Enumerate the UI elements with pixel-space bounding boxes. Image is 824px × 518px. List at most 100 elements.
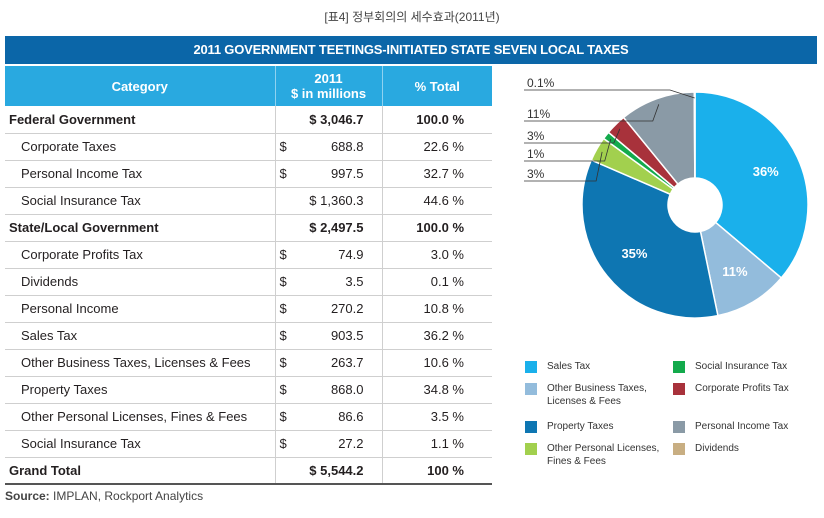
row-percent: 3.0 % xyxy=(382,241,492,269)
row-percent: 3.5 % xyxy=(382,403,492,431)
table-row: Other Business Taxes, Licenses & Fees $26… xyxy=(5,349,492,377)
callout-line xyxy=(524,151,603,182)
figure-caption: [표4] 정부회의의 세수효과(2011년) xyxy=(324,10,500,24)
table-row: Corporate Taxes $688.8 22.6 % xyxy=(5,133,492,161)
header-amount-unit: $ in millions xyxy=(290,86,367,101)
row-amount-value: 688.8 xyxy=(330,139,364,154)
row-category: Property Taxes xyxy=(5,376,276,404)
row-amount-value: 270.2 xyxy=(330,301,364,316)
legend-label: Corporate Profits Tax xyxy=(695,383,789,394)
row-category: State/Local Government xyxy=(5,214,276,242)
row-percent: 10.8 % xyxy=(382,295,492,323)
row-category: Other Business Taxes, Licenses & Fees xyxy=(5,349,276,377)
table-row: Other Personal Licenses, Fines & Fees $86… xyxy=(5,403,492,431)
legend-label: Social Insurance Tax xyxy=(695,361,788,372)
row-dollar-sign: $ xyxy=(279,328,287,343)
legend-swatch xyxy=(673,421,685,433)
table-row: Personal Income $270.2 10.8 % xyxy=(5,295,492,323)
row-amount-value: 3.5 xyxy=(345,274,364,289)
callout-line xyxy=(524,128,621,144)
source-label: Source: xyxy=(5,489,50,503)
row-amount-value: $ 3,046.7 xyxy=(309,111,364,127)
callout-label: 3% xyxy=(527,129,545,143)
legend-label: Other Personal Licenses, Fines & Fees xyxy=(547,443,660,467)
legend-label: Property Taxes xyxy=(547,421,614,432)
row-category: Federal Government xyxy=(5,106,276,134)
row-percent: 32.7 % xyxy=(382,160,492,188)
row-amount: $ 2,497.5 xyxy=(275,214,383,242)
callout-line xyxy=(524,138,612,162)
row-amount-value: 74.9 xyxy=(338,247,364,262)
row-amount: $ 5,544.2 xyxy=(275,457,383,485)
row-category: Corporate Profits Tax xyxy=(5,241,276,269)
callout-label: 11% xyxy=(527,107,550,121)
row-dollar-sign: $ xyxy=(279,166,287,181)
slice-label: 11% xyxy=(722,264,748,279)
row-amount: $86.6 xyxy=(275,403,383,431)
row-category: Other Personal Licenses, Fines & Fees xyxy=(5,403,276,431)
table-row: Corporate Profits Tax $74.9 3.0 % xyxy=(5,241,492,269)
row-amount-value: 263.7 xyxy=(330,355,364,370)
row-category: Grand Total xyxy=(5,457,276,485)
row-dollar-sign: $ xyxy=(279,436,287,451)
row-amount-value: 27.2 xyxy=(338,436,364,451)
legend-swatch xyxy=(673,443,685,455)
row-percent: 10.6 % xyxy=(382,349,492,377)
header-category: Category xyxy=(5,66,276,106)
pie-slice xyxy=(581,159,719,319)
legend-swatch xyxy=(525,361,537,373)
row-dollar-sign: $ xyxy=(279,139,287,154)
row-percent: 36.2 % xyxy=(382,322,492,350)
row-amount: $ 3,046.7 xyxy=(275,106,383,134)
row-amount: $270.2 xyxy=(275,295,383,323)
row-category: Corporate Taxes xyxy=(5,133,276,161)
legend-label: Dividends xyxy=(695,443,739,454)
row-amount: $868.0 xyxy=(275,376,383,404)
row-amount: $263.7 xyxy=(275,349,383,377)
row-amount-value: 903.5 xyxy=(330,328,364,343)
row-category: Personal Income xyxy=(5,295,276,323)
source-note: Source: IMPLAN, Rockport Analytics xyxy=(5,489,203,503)
row-percent: 1.1 % xyxy=(382,430,492,458)
row-amount: $997.5 xyxy=(275,160,383,188)
header-amount-year: 2011 xyxy=(314,71,343,86)
row-amount-value: $ 2,497.5 xyxy=(309,220,364,235)
row-dollar-sign: $ xyxy=(279,409,287,424)
row-category: Social Insurance Tax xyxy=(5,430,276,458)
pie-slice xyxy=(693,91,696,179)
callout-line xyxy=(524,104,660,122)
row-dollar-sign: $ xyxy=(279,355,287,370)
row-percent: 100.0 % xyxy=(382,106,492,134)
header-pct: % Total xyxy=(382,66,492,106)
row-amount: $27.2 xyxy=(275,430,383,458)
source-text: IMPLAN, Rockport Analytics xyxy=(49,489,204,503)
row-amount-value: $ 5,544.2 xyxy=(309,462,364,478)
row-amount: $74.9 xyxy=(275,241,383,269)
table-row: State/Local Government $ 2,497.5 100.0 % xyxy=(5,214,492,242)
legend-label: Other Business Taxes, Licenses & Fees xyxy=(547,383,647,407)
row-amount-value: 868.0 xyxy=(330,382,364,397)
row-percent: 34.8 % xyxy=(382,376,492,404)
row-percent: 0.1 % xyxy=(382,268,492,296)
row-dollar-sign: $ xyxy=(279,247,287,262)
callout-label: 1% xyxy=(527,147,545,161)
row-category: Personal Income Tax xyxy=(5,160,276,188)
legend-label: Sales Tax xyxy=(547,361,591,372)
legend-swatch xyxy=(525,383,537,395)
legend-swatch xyxy=(525,443,537,455)
row-percent: 100.0 % xyxy=(382,214,492,242)
row-amount-value: 997.5 xyxy=(330,166,364,181)
table-row: Grand Total $ 5,544.2 100 % xyxy=(5,457,492,485)
legend-swatch xyxy=(673,383,685,395)
row-percent: 22.6 % xyxy=(382,133,492,161)
slice-label: 36% xyxy=(753,164,779,179)
table-row: Property Taxes $868.0 34.8 % xyxy=(5,376,492,404)
pie-slice xyxy=(694,91,809,279)
row-category: Social Insurance Tax xyxy=(5,187,276,215)
callout-label: 0.1% xyxy=(527,76,555,90)
legend-swatch xyxy=(525,421,537,433)
row-dollar-sign: $ xyxy=(279,301,287,316)
row-amount-value: 86.6 xyxy=(338,409,364,424)
table-row: Social Insurance Tax $ 1,360.3 44.6 % xyxy=(5,187,492,215)
chart-banner-title: 2011 GOVERNMENT TEETINGS-INITIATED STATE… xyxy=(5,36,817,64)
